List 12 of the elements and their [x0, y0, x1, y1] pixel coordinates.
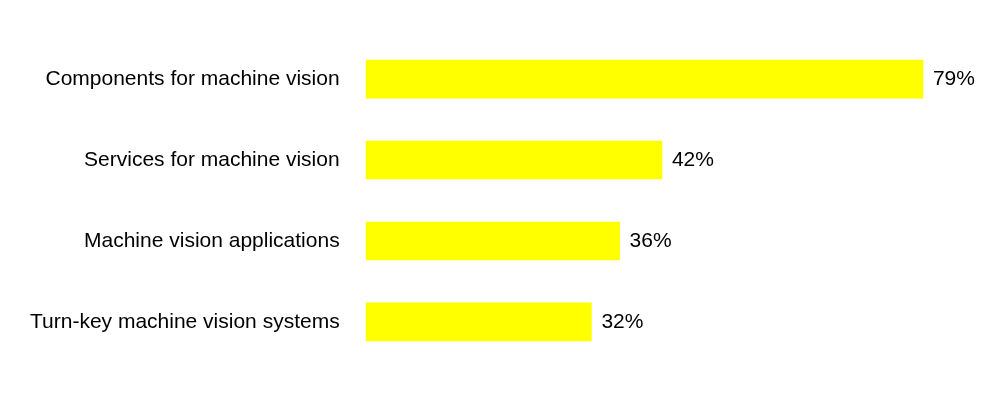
- data-label: 32%: [601, 308, 644, 332]
- y-tick-label: Services for machine vision: [84, 146, 340, 170]
- data-label: 79%: [932, 65, 975, 89]
- bar: [365, 140, 663, 180]
- y-tick-label: Machine vision applications: [84, 227, 340, 251]
- y-tick-label: Components for machine vision: [45, 65, 340, 89]
- y-tick-label: Turn-key machine vision systems: [29, 308, 340, 332]
- bar: [365, 221, 620, 261]
- data-label: 36%: [629, 227, 672, 251]
- bar: [365, 59, 924, 99]
- data-label: 42%: [671, 146, 714, 170]
- bar: [365, 302, 592, 342]
